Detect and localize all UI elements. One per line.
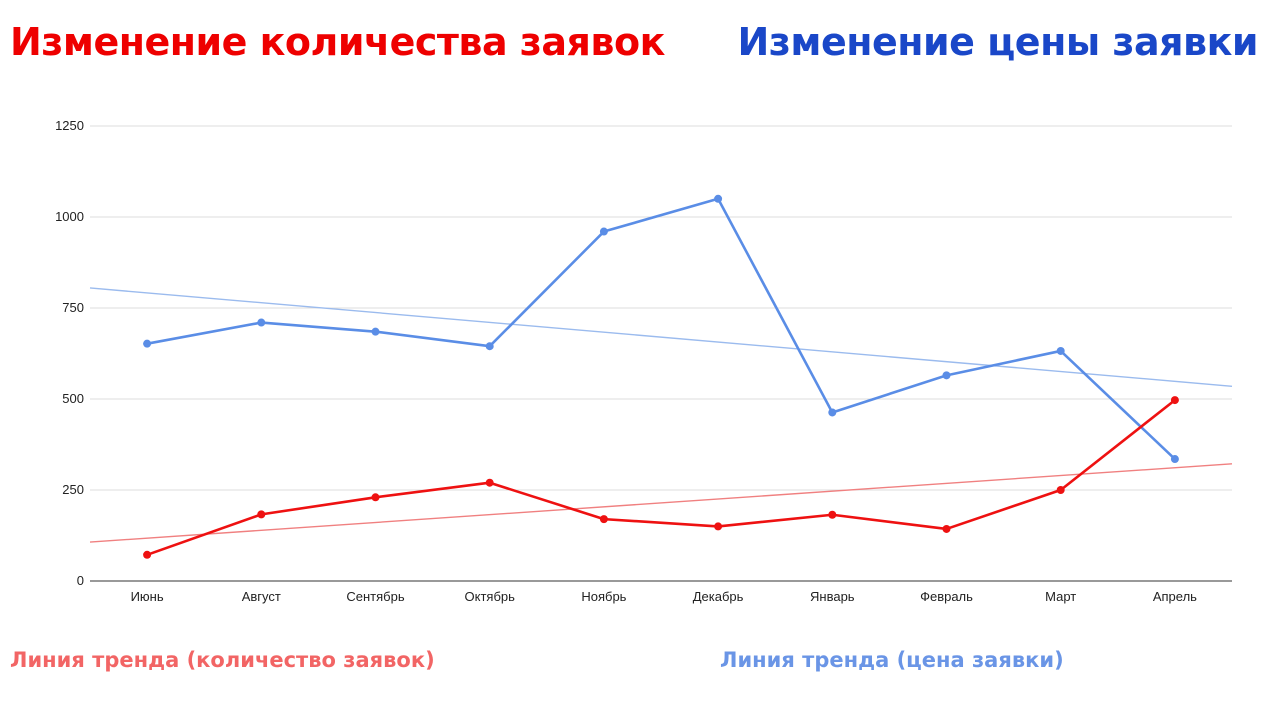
y-tick-label: 1000 (55, 209, 84, 224)
count-point (942, 524, 951, 533)
price-point (485, 342, 494, 351)
price-point (599, 227, 608, 236)
x-tick-label: Сентябрь (346, 589, 404, 604)
x-tick-label: Ноябрь (581, 589, 626, 604)
price-point (1170, 455, 1179, 464)
price-point (257, 318, 266, 327)
price-chart-title: Изменение цены заявки (737, 20, 1259, 64)
x-tick-label: Апрель (1153, 589, 1197, 604)
price-point (942, 371, 951, 380)
y-tick-label: 500 (62, 391, 84, 406)
count-point (257, 510, 266, 519)
price-line (145, 197, 1177, 461)
price-trend-line (89, 287, 1233, 387)
x-tick-label: Декабрь (693, 589, 744, 604)
x-tick-label: Июнь (131, 589, 164, 604)
y-axis-tick-labels: 0 250 500 750 1000 1250 (55, 118, 84, 588)
price-series (143, 194, 1179, 464)
count-point (599, 515, 608, 524)
price-point (371, 327, 380, 336)
x-tick-label: Март (1045, 589, 1076, 604)
count-point (1056, 486, 1065, 494)
data-series (143, 194, 1179, 559)
price-point (143, 339, 152, 348)
count-trend-line (89, 463, 1233, 543)
price-trend-caption: Линия тренда (цена заявки) (720, 648, 1064, 672)
price-point (714, 194, 723, 203)
count-chart-title: Изменение количества заявок (10, 20, 665, 64)
count-line (145, 398, 1177, 557)
x-tick-label: Январь (810, 589, 855, 604)
count-point (1170, 396, 1179, 405)
x-tick-label: Февраль (920, 589, 973, 604)
y-tick-label: 1250 (55, 118, 84, 133)
count-point (485, 478, 494, 487)
count-series (143, 396, 1179, 559)
count-trend-caption: Линия тренда (количество заявок) (10, 648, 435, 672)
count-point (143, 550, 152, 559)
count-point (371, 493, 380, 502)
price-point (828, 408, 837, 417)
count-point (828, 510, 837, 519)
count-point (714, 522, 723, 531)
y-tick-label: 250 (62, 482, 84, 497)
grid-lines (90, 125, 1232, 491)
x-axis-tick-labels: Июнь Август Сентябрь Октябрь Ноябрь Декабрь Ян… (131, 589, 1198, 604)
trend-lines (89, 287, 1233, 543)
y-tick-label: 750 (62, 300, 84, 315)
y-tick-label: 0 (77, 573, 84, 588)
x-tick-label: Октябрь (465, 589, 516, 604)
x-tick-label: Август (242, 589, 281, 604)
price-point (1056, 346, 1065, 355)
